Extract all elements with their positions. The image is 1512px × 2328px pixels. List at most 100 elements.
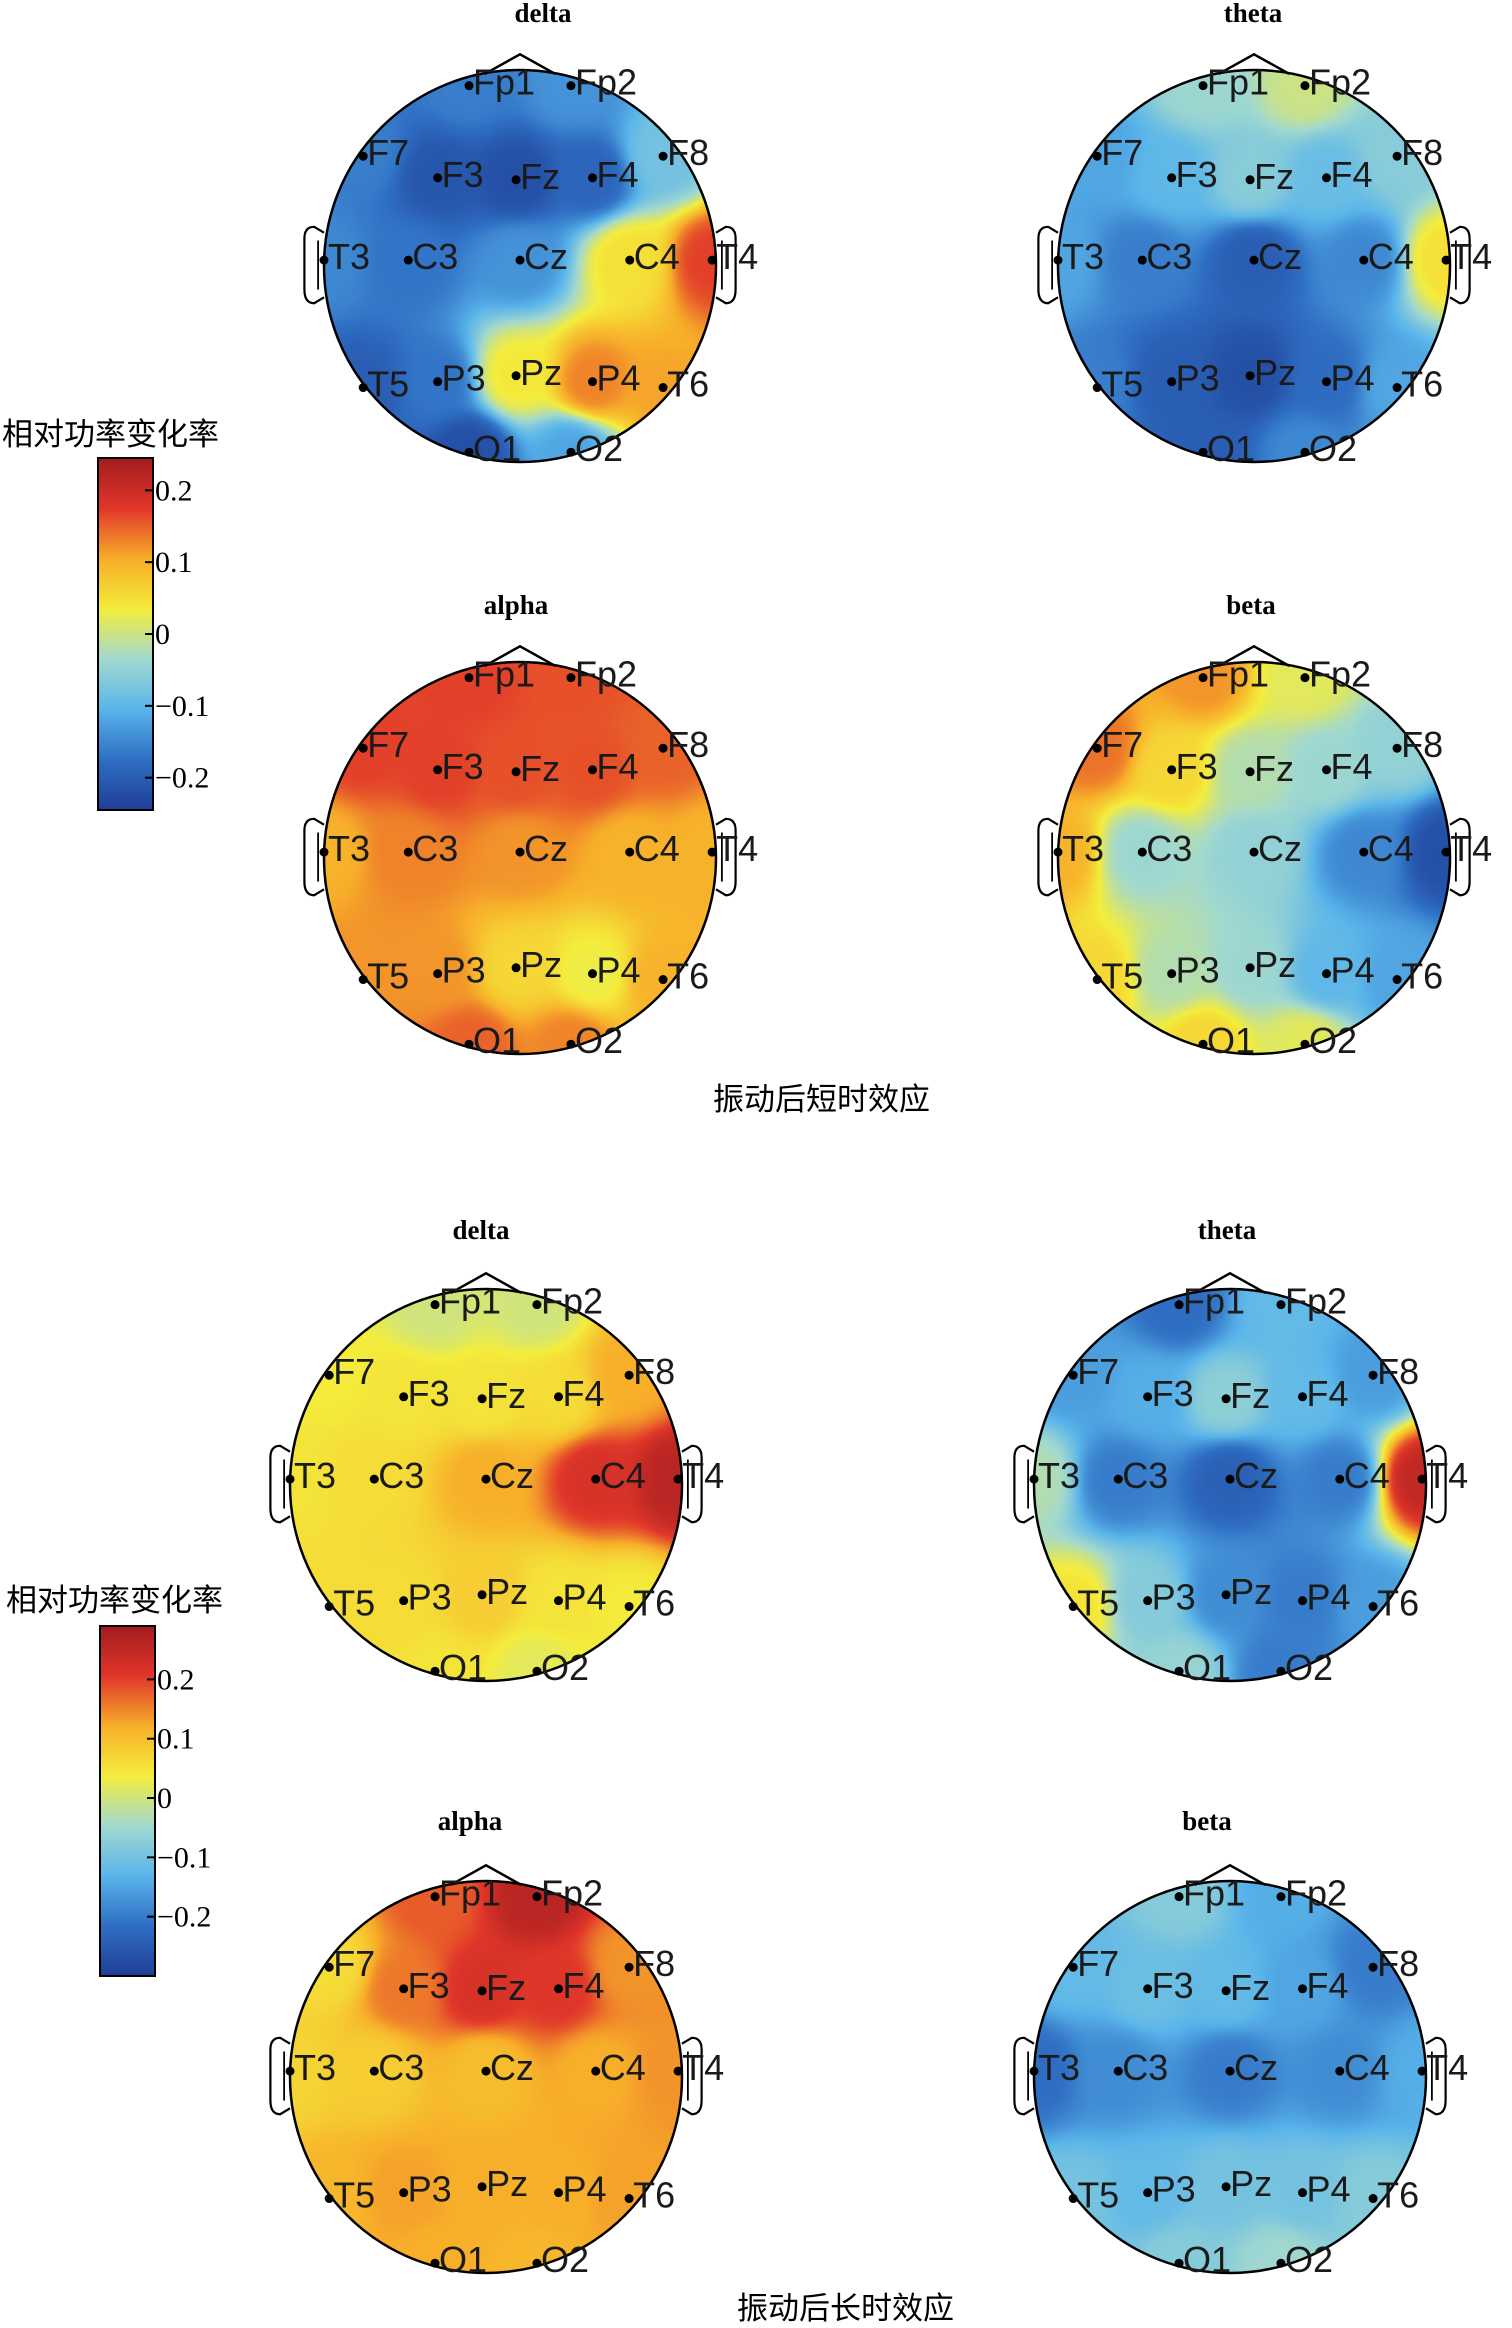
electrode-label: F8 — [1377, 1351, 1419, 1392]
electrode-label: T3 — [328, 236, 370, 277]
electrode-label: P4 — [597, 358, 641, 399]
electrode-dot — [1322, 377, 1332, 387]
electrode-dot — [1300, 81, 1310, 91]
electrode-label: Cz — [524, 828, 568, 869]
electrode-label: P4 — [1331, 950, 1375, 991]
electrode-dot — [673, 1474, 683, 1484]
electrode-label: C4 — [600, 1455, 646, 1496]
electrode-label: T3 — [294, 2047, 336, 2088]
electrode-label: Fp1 — [473, 62, 535, 103]
electrode-label: T6 — [667, 364, 709, 405]
electrode-dot — [403, 255, 413, 265]
colorbar-tick-label: 0.1 — [157, 1723, 195, 1756]
electrode-dot — [1113, 2066, 1123, 2076]
nose-outline — [1218, 52, 1290, 76]
electrode-dot — [1392, 743, 1402, 753]
left-ear-outline — [269, 2036, 291, 2116]
electrode-dot — [324, 1962, 334, 1972]
electrode-label: T3 — [1062, 828, 1104, 869]
electrode-label: T6 — [1401, 956, 1443, 997]
nose-outline — [1194, 1863, 1266, 1887]
head-outline — [1056, 660, 1452, 1056]
electrode-label: O1 — [439, 2239, 487, 2280]
electrode-dot — [481, 1474, 491, 1484]
electrode-dot — [1335, 2066, 1345, 2076]
electrode-dot — [1245, 175, 1255, 185]
electrode-label: F8 — [667, 132, 709, 173]
electrode-dot — [477, 1394, 487, 1404]
electrode-label: F7 — [333, 1351, 375, 1392]
electrode-dot — [1298, 1596, 1308, 1606]
electrode-label: O1 — [473, 428, 521, 469]
electrode-label: C3 — [1122, 2047, 1168, 2088]
electrode-label: Fp2 — [575, 62, 637, 103]
electrode-label: O1 — [1183, 1647, 1231, 1688]
electrode-label: C3 — [1122, 1455, 1168, 1496]
electrode-label: Fz — [486, 1375, 526, 1416]
electrode-dot — [1298, 2188, 1308, 2198]
right-ear-outline — [681, 1444, 703, 1524]
electrode-label: Fp2 — [1285, 1873, 1347, 1914]
electrode-label: O2 — [1309, 428, 1357, 469]
electrode-dot — [591, 2066, 601, 2076]
electrode-label: T5 — [367, 364, 409, 405]
electrode-dot — [477, 2182, 487, 2192]
electrode-dot — [566, 673, 576, 683]
electrode-label: O2 — [575, 1020, 623, 1061]
electrode-label: Pz — [486, 2163, 528, 2204]
electrode-dot — [511, 371, 521, 381]
electrode-label: P3 — [408, 1577, 452, 1618]
electrode-label: O1 — [1207, 1020, 1255, 1061]
electrode-dot — [532, 1666, 542, 1676]
electrode-dot — [1143, 1596, 1153, 1606]
electrode-dot — [532, 1892, 542, 1902]
electrode-label: T5 — [1077, 2175, 1119, 2216]
electrode-dot — [566, 1039, 576, 1049]
electrode-dot — [625, 255, 635, 265]
electrode-label: Pz — [520, 944, 562, 985]
electrode-dot — [511, 963, 521, 973]
right-ear-outline — [1425, 1444, 1447, 1524]
electrode-label: Fp1 — [439, 1873, 501, 1914]
electrode-dot — [707, 847, 717, 857]
electrode-dot — [554, 2188, 564, 2198]
electrode-dot — [464, 673, 474, 683]
electrode-label: F3 — [408, 1373, 450, 1414]
electrode-dot — [1276, 1892, 1286, 1902]
electrode-label: F7 — [1101, 724, 1143, 765]
electrode-dot — [285, 1474, 295, 1484]
electrode-label: T5 — [1101, 364, 1143, 405]
electrode-label: T5 — [1101, 956, 1143, 997]
electrode-label: P4 — [1331, 358, 1375, 399]
electrode-label: P3 — [1176, 950, 1220, 991]
electrode-dot — [1053, 255, 1063, 265]
electrode-dot — [464, 447, 474, 457]
electrode-dot — [1137, 255, 1147, 265]
electrode-dot — [658, 383, 668, 393]
electrode-label: P4 — [597, 950, 641, 991]
electrode-dot — [1221, 1986, 1231, 1996]
electrode-dot — [324, 2194, 334, 2204]
electrode-label: T3 — [328, 828, 370, 869]
electrode-dot — [1322, 969, 1332, 979]
electrode-dot — [1092, 383, 1102, 393]
electrode-label: F8 — [667, 724, 709, 765]
electrode-label: Cz — [1234, 2047, 1278, 2088]
electrode-dot — [1143, 1392, 1153, 1402]
electrode-dot — [430, 1892, 440, 1902]
head-outline — [1032, 1287, 1428, 1683]
electrode-dot — [399, 1984, 409, 1994]
electrode-label: T6 — [633, 2175, 675, 2216]
band-title: alpha — [438, 1806, 503, 1836]
electrode-label: P4 — [1307, 2169, 1351, 2210]
electrode-dot — [1322, 765, 1332, 775]
colorbar-frame — [99, 1625, 156, 1977]
electrode-label: Fp1 — [473, 654, 535, 695]
colorbar-title-short-term: 相对功率变化率 — [2, 417, 219, 453]
electrode-label: T4 — [1426, 2047, 1468, 2088]
electrode-dot — [399, 2188, 409, 2198]
electrode-label: F3 — [1152, 1373, 1194, 1414]
electrode-dot — [624, 2194, 634, 2204]
electrode-label: C3 — [412, 236, 458, 277]
left-ear-outline — [1037, 817, 1059, 897]
